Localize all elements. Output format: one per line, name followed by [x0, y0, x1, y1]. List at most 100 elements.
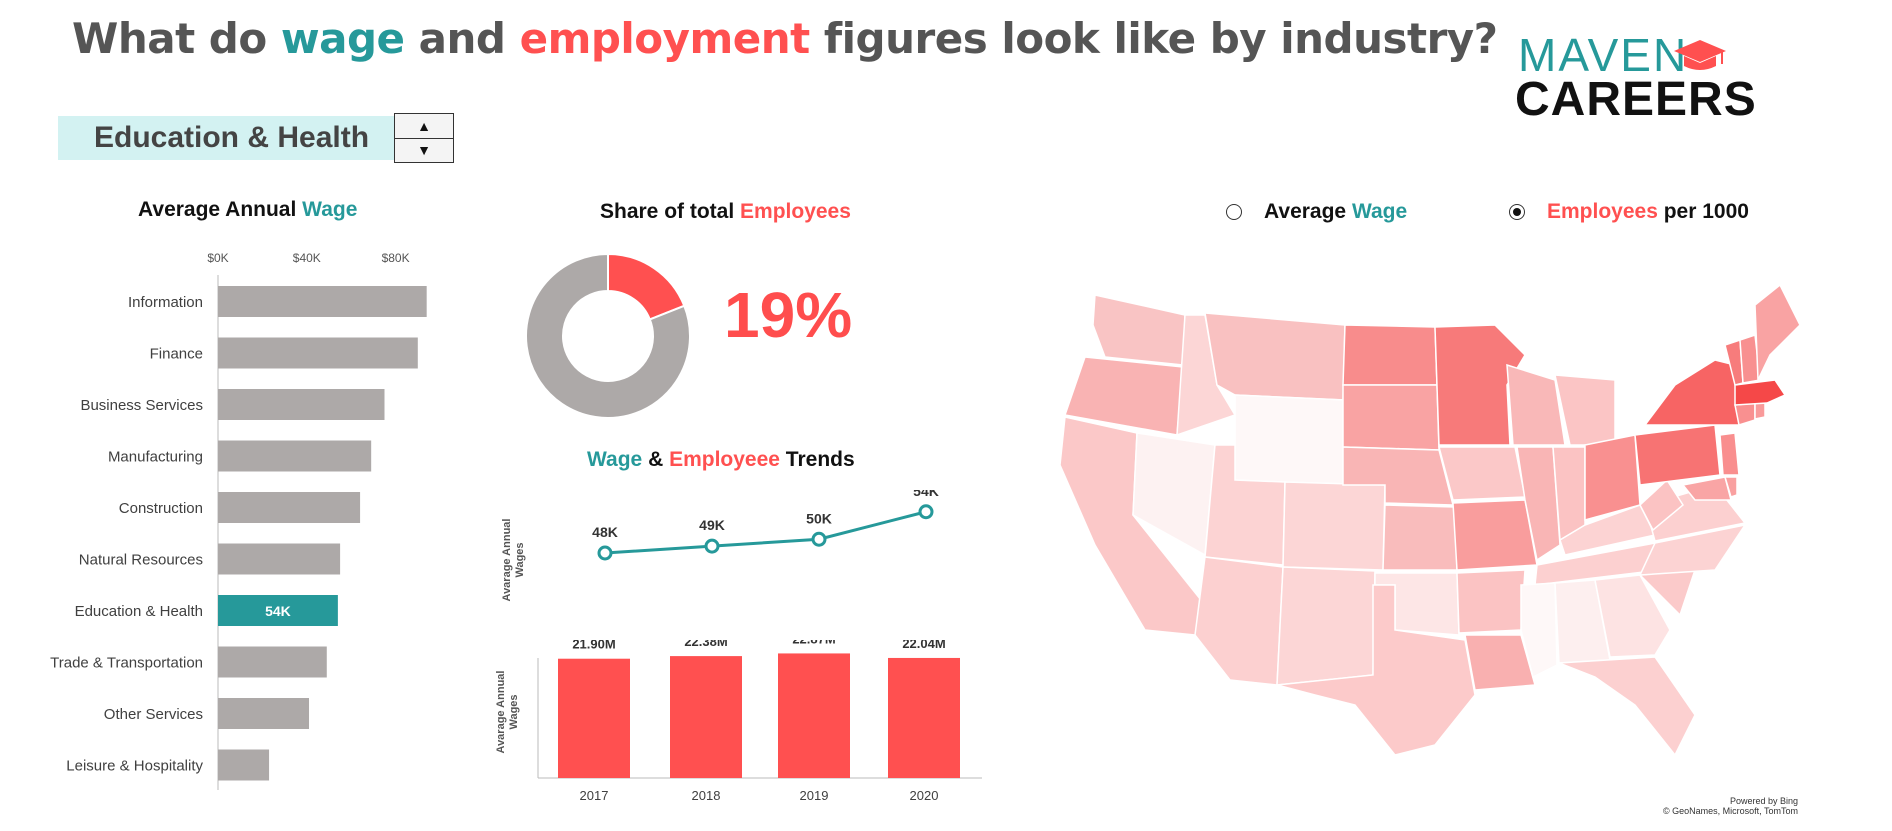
x-tick-label: $40K: [293, 251, 321, 265]
wage-bar: [218, 389, 385, 420]
employees-per-1000-radio[interactable]: Employees per 1000: [1509, 200, 1749, 224]
map-state-co: [1282, 481, 1386, 571]
map-state-ne: [1342, 446, 1454, 506]
radio-label-suffix: per 1000: [1657, 200, 1749, 223]
wage-bar: [218, 749, 270, 781]
radio-label-prefix: Average: [1264, 200, 1347, 223]
wage-chart-title-highlight: Wage: [302, 198, 358, 221]
wage-chart-title-prefix: Average Annual: [138, 198, 303, 221]
year-tick-label: 2017: [580, 788, 609, 803]
wage-bar: [218, 543, 341, 575]
graduation-cap-icon: [1674, 40, 1726, 70]
category-label: Leisure & Hospitality: [66, 758, 203, 775]
radio-selected-icon: [1509, 204, 1525, 220]
map-state-nm: [1276, 566, 1376, 686]
radio-label-highlight: Wage: [1351, 200, 1408, 223]
map-state-ri: [1754, 402, 1766, 420]
x-tick-label: $80K: [382, 251, 410, 265]
employee-trend-bar-chart: Avarage AnnualWages 21.90M 2017 22.38M 2018 2…: [495, 640, 982, 803]
year-tick-label: 2019: [800, 788, 829, 803]
wage-trend-line-chart: Avarage AnnualWages 48K 49K 50K 54K: [501, 490, 939, 602]
map-state-de: [1723, 476, 1738, 498]
wage-trend-label: 49K: [699, 517, 725, 533]
employee-bar: [778, 653, 850, 778]
map-state-wv: [1639, 478, 1684, 532]
radio-circle-icon: [1226, 204, 1242, 220]
category-label: Finance: [150, 346, 203, 363]
wage-bar-chart: $0K $40K $80K Information Finance Business Se…: [50, 251, 427, 790]
map-state-id: [1176, 314, 1237, 437]
bar-y-axis-label: Avarage AnnualWages: [495, 671, 520, 754]
title-employment: employment: [519, 14, 811, 63]
wage-trend-label: 50K: [806, 510, 832, 526]
map-state-tx: [1276, 584, 1476, 755]
share-chart-title: Share of total Employees: [600, 200, 851, 224]
wage-trend-point: [918, 504, 934, 520]
title-text-2: and: [404, 14, 520, 63]
map-state-nd: [1342, 324, 1438, 386]
wage-bar: [218, 440, 372, 472]
us-choropleth-map[interactable]: [1055, 285, 1805, 755]
employee-share-value: 19%: [724, 279, 853, 351]
category-label: Natural Resources: [79, 552, 203, 569]
map-state-mt: [1204, 312, 1346, 401]
map-credits: Powered by Bing © GeoNames, Microsoft, T…: [1600, 796, 1798, 816]
title-text-3: figures look like by industry?: [809, 14, 1498, 63]
category-label: Business Services: [80, 397, 203, 414]
category-label: Manufacturing: [108, 449, 203, 466]
average-wage-radio[interactable]: Average Wage: [1226, 200, 1407, 224]
map-state-ms: [1520, 582, 1558, 679]
wage-trend-label: 48K: [592, 524, 618, 540]
share-chart-title-highlight: Employees: [740, 200, 851, 223]
map-state-wi: [1506, 363, 1566, 446]
map-state-ia: [1438, 446, 1526, 501]
trend-chart-title: Wage & Employeee Trends: [587, 448, 855, 472]
logo-careers: CAREERS: [1515, 73, 1757, 126]
year-tick-label: 2018: [692, 788, 721, 803]
map-credit-geonames: © GeoNames, Microsoft, TomTom: [1663, 806, 1798, 816]
category-label: Other Services: [104, 706, 203, 723]
map-state-mo: [1452, 499, 1538, 571]
wage-trend-point: [704, 538, 720, 554]
employee-share-donut: [525, 252, 691, 419]
wage-trend-point: [811, 531, 827, 547]
map-state-ar: [1456, 569, 1526, 634]
spin-up-button[interactable]: ▲: [395, 114, 453, 139]
wage-bar: [218, 286, 427, 317]
wage-bar: [218, 492, 361, 523]
line-y-axis-label: Avarage AnnualWages: [501, 519, 526, 602]
map-state-me: [1754, 285, 1801, 381]
radio-label-highlight: Employees: [1547, 200, 1658, 223]
highlighted-bar-label: 54K: [265, 603, 291, 619]
trend-title-trends: Trends: [779, 448, 855, 471]
map-state-ks: [1382, 504, 1458, 571]
employee-bar-label: 22.04M: [902, 640, 945, 651]
wage-bar: [218, 698, 310, 729]
title-wage: wage: [280, 14, 405, 63]
employee-bar-label: 22.87M: [792, 640, 835, 646]
map-state-wa: [1092, 294, 1186, 366]
map-state-nc: [1638, 523, 1747, 576]
category-label: Information: [128, 294, 203, 311]
industry-selector[interactable]: Education & Health: [58, 116, 394, 160]
trend-title-employee: Employeee: [669, 448, 780, 471]
map-state-nj: [1719, 432, 1740, 476]
map-state-ga: [1594, 574, 1671, 658]
x-tick-label: $0K: [207, 251, 228, 265]
spin-down-button[interactable]: ▼: [417, 142, 431, 158]
year-tick-label: 2020: [910, 788, 939, 803]
industry-spinner[interactable]: ▲ ▼: [394, 113, 454, 163]
map-state-wy: [1234, 394, 1346, 486]
wage-chart-title: Average Annual Wage: [138, 198, 357, 222]
wage-bar: [218, 646, 327, 678]
trend-title-wage: Wage: [587, 448, 643, 471]
donut-slice-other: [525, 252, 691, 419]
category-label: Education & Health: [75, 603, 203, 620]
wage-trend-point: [597, 545, 613, 561]
map-state-sd: [1342, 384, 1440, 451]
map-state-ny: [1643, 359, 1741, 426]
title-text-1: What do: [72, 14, 281, 63]
map-state-il: [1516, 446, 1561, 562]
map-state-md: [1681, 476, 1732, 501]
map-state-az: [1194, 556, 1284, 686]
